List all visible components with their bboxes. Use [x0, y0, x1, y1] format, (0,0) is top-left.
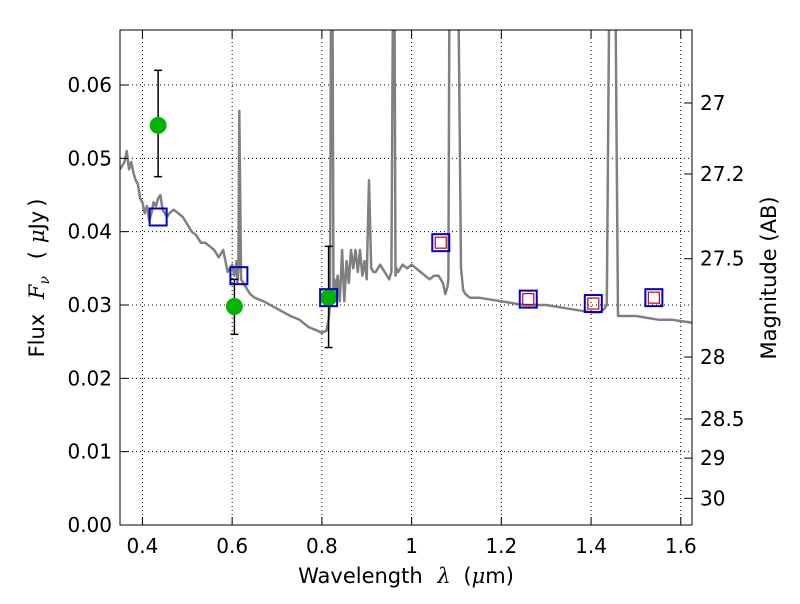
- y-axis-units-mu: μ: [25, 229, 49, 243]
- y2-tick-label-4: 28.5: [700, 407, 745, 431]
- x-tick-label-0: 0.4: [127, 534, 159, 558]
- sed-line: [120, 30, 692, 335]
- observed-point-2: [320, 289, 338, 307]
- x-tick-label-4: 1.2: [485, 534, 517, 558]
- x-tick-label-6: 1.6: [665, 534, 697, 558]
- x-axis-units-rest: m): [485, 564, 514, 588]
- x-axis-symbol: λ: [436, 564, 450, 588]
- y-axis-label-text: Flux: [25, 314, 49, 358]
- x-tick-label-3: 1: [405, 534, 418, 558]
- model-square-4: [518, 289, 538, 309]
- y2-tick-label-0: 27: [700, 91, 725, 115]
- model-square-6: [644, 288, 664, 308]
- model-square-5: [583, 294, 603, 314]
- y2-tick-label-1: 27.2: [700, 162, 745, 186]
- model-square-inner-1: [522, 293, 535, 306]
- y2-tick-label-6: 30: [700, 486, 725, 510]
- plot-area: [120, 30, 692, 349]
- y-axis-symbol: F: [25, 283, 49, 300]
- y-tick-label-5: 0.05: [67, 146, 112, 170]
- x-axis-label: Wavelength λ (μm): [298, 564, 514, 588]
- x-axis-label-text: Wavelength: [298, 564, 423, 588]
- y-axis-units-open: (: [25, 251, 49, 259]
- observed-point-0: [149, 116, 167, 134]
- y-tick-label-3: 0.03: [67, 293, 112, 317]
- y-tick-label-6: 0.06: [67, 73, 112, 97]
- y2-tick-label-5: 29: [700, 446, 725, 470]
- x-tick-label-1: 0.6: [216, 534, 248, 558]
- y-axis-units-close: ): [25, 199, 49, 207]
- observed-point-1: [225, 297, 243, 315]
- model-square-3: [431, 233, 451, 253]
- y-axis-units: Jy: [25, 211, 49, 232]
- model-square-1: [229, 266, 249, 286]
- model-square-inner-0: [434, 236, 447, 249]
- tick-labels: 0.4 0.6 0.8 1 1.2 1.4 1.6 0.00 0.01 0.02 0.03 0.04 0…: [67, 73, 744, 558]
- x-axis-units-open: (: [463, 564, 471, 588]
- x-tick-label-5: 1.4: [575, 534, 607, 558]
- model-square-inner-2: [587, 297, 600, 310]
- y-tick-label-4: 0.04: [67, 220, 112, 244]
- y-tick-label-0: 0.00: [67, 513, 112, 537]
- y2-tick-label-2: 27.5: [700, 247, 745, 271]
- y2-tick-label-3: 28: [700, 345, 725, 369]
- y-axis-label: Flux Fν ( μJy): [25, 199, 54, 358]
- y-tick-label-1: 0.01: [67, 440, 112, 464]
- x-tick-label-2: 0.8: [306, 534, 338, 558]
- model-square-0: [148, 207, 168, 227]
- y2-axis-label: Magnitude (AB): [757, 196, 781, 359]
- ticks: [120, 30, 692, 526]
- axes-frame: [119, 29, 693, 526]
- x-axis-units-mu: μ: [472, 564, 486, 588]
- y-tick-label-2: 0.02: [67, 366, 112, 390]
- model-square-inner-3: [647, 291, 660, 304]
- y-axis-symbol-sub: ν: [37, 275, 53, 284]
- model-square-2: [319, 288, 339, 308]
